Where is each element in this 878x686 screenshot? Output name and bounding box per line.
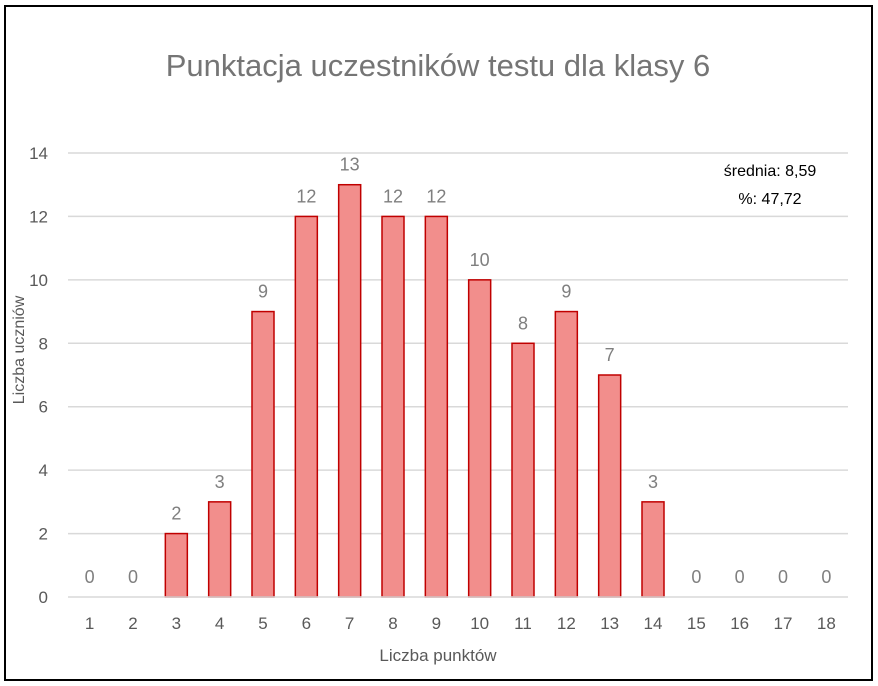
x-tick-label: 1	[85, 614, 94, 633]
x-tick-label: 15	[687, 614, 706, 633]
y-tick-label: 6	[39, 398, 48, 417]
data-label: 12	[296, 186, 316, 206]
data-label: 9	[561, 282, 571, 302]
chart-title: Punktacja uczestników testu dla klasy 6	[166, 48, 711, 83]
x-tick-label: 10	[470, 614, 489, 633]
y-tick-label: 8	[39, 334, 48, 353]
x-tick-label: 12	[557, 614, 576, 633]
bar	[511, 342, 535, 598]
bar	[467, 279, 492, 598]
data-label: 3	[215, 472, 225, 492]
data-label: 0	[778, 567, 788, 587]
data-label: 7	[605, 345, 615, 365]
data-label: 0	[691, 567, 701, 587]
data-label: 0	[85, 567, 95, 587]
data-label: 8	[518, 313, 528, 333]
x-tick-label: 5	[258, 614, 267, 633]
bar	[381, 215, 405, 598]
data-label: 3	[648, 472, 658, 492]
x-tick-label: 18	[817, 614, 836, 633]
x-axis-ticks: 1 2 3 4 5 6 7 8 9 10 11 12 13 14 15 16 17 18	[85, 614, 836, 633]
data-label: 0	[735, 567, 745, 587]
x-tick-label: 11	[514, 614, 532, 633]
bar	[251, 310, 275, 598]
percent-annotation: %: 47,72	[738, 191, 801, 208]
data-label: 13	[340, 155, 360, 175]
x-tick-label: 13	[600, 614, 619, 633]
data-label: 2	[171, 504, 181, 524]
bar	[554, 310, 579, 598]
bar	[207, 501, 232, 598]
x-axis-label: Liczba punktów	[379, 646, 497, 665]
y-axis-ticks: 0 2 4 6 8 10 12 14	[29, 144, 48, 607]
x-tick-label: 3	[172, 614, 181, 633]
x-tick-label: 16	[730, 614, 749, 633]
bar	[641, 501, 665, 598]
x-tick-label: 17	[774, 614, 793, 633]
data-labels: 0 0 2 3 9 12 13 12 12 10 8 9 7 3 0 0 0 0	[85, 155, 832, 587]
y-tick-label: 0	[39, 588, 48, 607]
data-label: 12	[426, 186, 446, 206]
y-tick-label: 2	[39, 525, 48, 544]
x-tick-label: 4	[215, 614, 224, 633]
x-tick-label: 9	[432, 614, 441, 633]
x-tick-label: 2	[128, 614, 137, 633]
x-tick-label: 14	[644, 614, 663, 633]
bar	[164, 532, 189, 598]
y-tick-label: 10	[29, 271, 48, 290]
bar	[424, 215, 449, 598]
data-label: 12	[383, 186, 403, 206]
y-tick-label: 14	[29, 144, 48, 163]
bar	[597, 374, 622, 598]
x-tick-label: 8	[388, 614, 397, 633]
data-label: 10	[470, 250, 490, 270]
data-label: 9	[258, 282, 268, 302]
data-label: 0	[128, 567, 138, 587]
mean-annotation: średnia: 8,59	[724, 163, 817, 180]
gridlines	[68, 152, 848, 535]
y-axis-label: Liczba uczniów	[11, 295, 28, 404]
y-tick-label: 4	[39, 461, 48, 480]
bar	[294, 215, 319, 598]
y-tick-label: 12	[29, 207, 48, 226]
x-tick-label: 6	[302, 614, 311, 633]
data-label: 0	[821, 567, 831, 587]
x-tick-label: 7	[345, 614, 354, 633]
bar	[337, 183, 362, 598]
